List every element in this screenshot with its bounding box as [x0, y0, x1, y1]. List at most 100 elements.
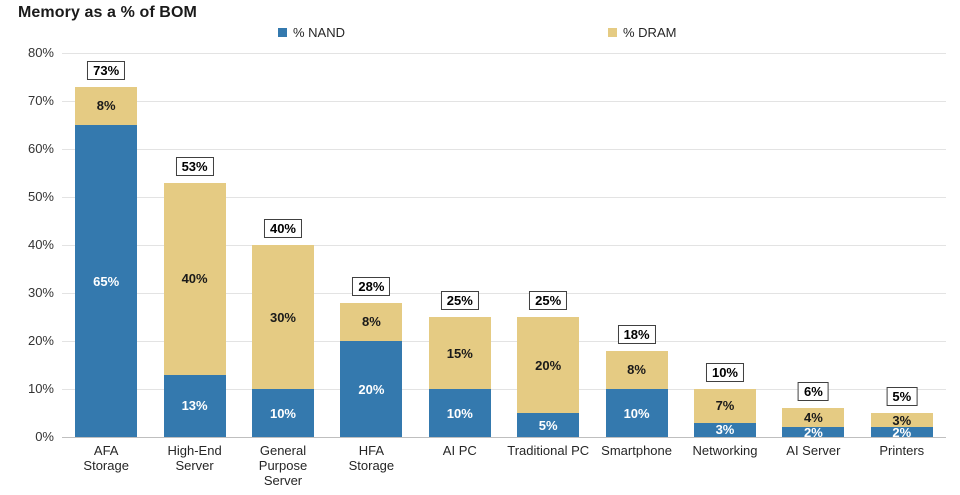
bar-column: 8% 20% 28%: [327, 53, 415, 437]
total-label: 10%: [705, 363, 744, 382]
bar-segment-dram: 8%: [605, 350, 668, 389]
bar-segment-nand: 5%: [517, 413, 580, 437]
gridline: [62, 389, 946, 390]
bar-column: 20% 5% 25%: [504, 53, 592, 437]
bar-column: 7% 3% 10%: [681, 53, 769, 437]
category-label: HFA Storage: [348, 443, 395, 473]
nand-legend-swatch-icon: [278, 28, 287, 37]
category-label: Printers: [879, 443, 925, 458]
nand-segment-label: 3%: [715, 422, 735, 438]
bar-segment-nand: 13%: [163, 374, 226, 437]
dram-legend-swatch-icon: [608, 28, 617, 37]
bar-column: 30% 10% 40%: [239, 53, 327, 437]
legend-label-nand: % NAND: [293, 25, 346, 40]
bar-segment-dram: 4%: [782, 408, 845, 428]
legend-item-dram: % DRAM: [608, 25, 676, 40]
bar-segment-dram: 20%: [517, 317, 580, 413]
dram-segment-label: 3%: [892, 412, 912, 428]
y-tick-label: 40%: [27, 237, 54, 252]
bar-segment-nand: 10%: [251, 389, 314, 437]
gridline: [62, 245, 946, 246]
dram-segment-label: 30%: [269, 309, 296, 325]
nand-segment-label: 2%: [892, 424, 912, 440]
gridline: [62, 149, 946, 150]
y-tick-label: 60%: [27, 141, 54, 156]
dram-segment-label: 40%: [181, 271, 208, 287]
nand-segment-label: 5%: [538, 417, 558, 433]
total-label: 5%: [886, 387, 918, 406]
category-label: AFA Storage: [83, 443, 129, 473]
dram-segment-label: 20%: [535, 357, 562, 373]
x-axis-line: [62, 437, 946, 438]
bar-column: 4% 2% 6%: [769, 53, 857, 440]
bar-segment-dram: 8%: [75, 86, 138, 125]
nand-segment-label: 10%: [623, 405, 650, 421]
nand-segment-label: 10%: [446, 405, 473, 421]
total-label: 53%: [175, 156, 214, 176]
bar-stack: 4% 2%: [782, 408, 845, 440]
bar-segment-nand: 20%: [340, 341, 403, 437]
plot-area: 8% 65% 73% 40% 13% 53% 30% 10% 40% 8% 20% 28% 15% 10%…: [62, 53, 946, 440]
nand-segment-label: 20%: [358, 381, 385, 397]
dram-segment-label: 7%: [715, 398, 735, 414]
bar-segment-dram: 7%: [693, 389, 756, 423]
total-label: 28%: [352, 276, 391, 296]
bar-stack: 7% 3%: [693, 389, 756, 438]
nand-segment-label: 10%: [269, 405, 296, 421]
bar-stack: 3% 2%: [870, 412, 933, 440]
category-label: Smartphone: [601, 443, 672, 458]
category-label: AI PC: [442, 443, 477, 458]
bar-stack: 8% 20%: [340, 302, 403, 437]
x-axis-category-labels: AFA Storage High-End Server General Purpos…: [62, 443, 946, 493]
bar-stack: 40% 13%: [163, 182, 226, 437]
bar-segment-dram: 30%: [251, 245, 314, 389]
bar-stack: 20% 5%: [517, 317, 580, 437]
bar-stack: 8% 10%: [605, 350, 668, 437]
y-tick-label: 0%: [35, 429, 54, 444]
legend-label-dram: % DRAM: [623, 25, 677, 40]
bar-column: 15% 10% 25%: [416, 53, 504, 437]
y-tick-label: 50%: [27, 189, 54, 204]
total-label: 25%: [440, 291, 479, 310]
gridline: [62, 101, 946, 102]
bar-segment-dram: 15%: [428, 317, 491, 389]
bar-segment-dram: 8%: [340, 302, 403, 341]
total-label: 73%: [87, 60, 126, 80]
bar-column: 40% 13% 53%: [150, 53, 238, 437]
category-label: General Purpose Server: [258, 443, 308, 488]
y-tick-label: 70%: [27, 93, 54, 108]
dram-segment-label: 8%: [627, 362, 646, 378]
bar-segment-dram: 40%: [163, 182, 226, 375]
total-label: 6%: [797, 382, 829, 402]
y-tick-label: 10%: [27, 381, 54, 396]
y-axis: 80% 70% 60% 50% 40% 30% 20% 10% 0%: [0, 46, 54, 444]
bar-segment-nand: 2%: [870, 424, 933, 440]
bar-segment-dram: 3%: [870, 412, 933, 428]
bar-segment-nand: 10%: [428, 389, 491, 437]
nand-segment-label: 13%: [181, 398, 208, 414]
bar-column: 3% 2% 5%: [858, 53, 946, 440]
bar-stack: 8% 65%: [75, 86, 138, 437]
category-label: High-End Server: [167, 443, 222, 473]
category-label: Traditional PC: [507, 443, 590, 458]
category-label: AI Server: [786, 443, 841, 458]
gridline: [62, 293, 946, 294]
bar-segment-nand: 3%: [693, 422, 756, 438]
gridline: [62, 197, 946, 198]
dram-segment-label: 4%: [803, 410, 823, 426]
gridline: [62, 53, 946, 54]
dram-segment-label: 8%: [96, 98, 116, 114]
bar-segment-nand: 2%: [782, 424, 845, 440]
total-label: 18%: [617, 324, 656, 344]
legend-item-nand: % NAND: [278, 25, 345, 40]
chart-title: Memory as a % of BOM: [18, 4, 197, 21]
bar-column: 8% 10% 18%: [592, 53, 680, 437]
category-label: Networking: [692, 443, 758, 458]
nand-segment-label: 2%: [803, 424, 823, 440]
bar-segment-nand: 10%: [605, 389, 668, 437]
dram-segment-label: 15%: [446, 345, 473, 361]
y-tick-label: 80%: [27, 45, 54, 60]
bar-stack: 30% 10%: [251, 245, 314, 437]
gridline: [62, 341, 946, 342]
